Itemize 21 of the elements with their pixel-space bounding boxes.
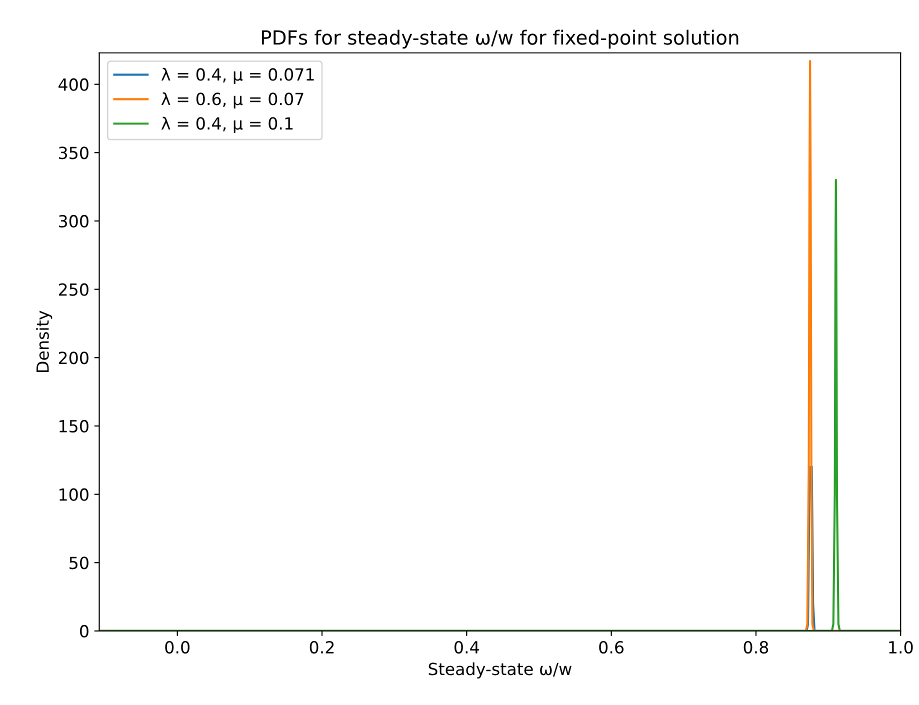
legend-label: λ = 0.6, μ = 0.07 [161, 92, 304, 108]
x-tick-label: 0.4 [454, 640, 479, 654]
y-tick-label: 250 [58, 283, 88, 296]
y-tick-label: 100 [60, 488, 88, 501]
x-tick-label: 0.0 [165, 640, 190, 654]
y-axis-title: Density [36, 310, 52, 372]
legend-label: λ = 0.4, μ = 0.071 [161, 68, 314, 84]
y-tick-label: 350 [58, 146, 88, 160]
y-tick-label: 50 [70, 556, 88, 570]
y-tick-label: 200 [58, 352, 88, 364]
x-tick-label: 0.2 [310, 640, 334, 654]
x-tick-label: 1.0 [889, 640, 913, 654]
y-tick-label: 150 [60, 420, 88, 433]
x-tick-label: 0.8 [744, 640, 768, 654]
x-axis-title: Steady-state ω/w [428, 662, 572, 679]
x-tick-label: 0.6 [599, 640, 624, 654]
y-tick-label: 400 [58, 78, 88, 91]
y-tick-label: 0 [80, 624, 88, 638]
chart-title: PDFs for steady-state ω/w for fixed-point solution [262, 30, 738, 49]
y-tick-label: 300 [58, 214, 88, 228]
legend-label: λ = 0.4, μ = 0.1 [161, 116, 293, 133]
